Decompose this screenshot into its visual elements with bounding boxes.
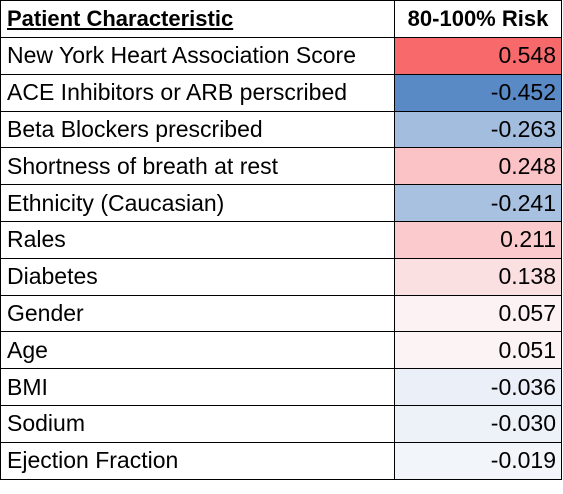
table-row: New York Heart Association Score 0.548 xyxy=(0,37,562,75)
risk-value-cell: -0.030 xyxy=(394,404,562,443)
risk-value-cell: -0.263 xyxy=(394,110,562,149)
characteristic-cell: Age xyxy=(0,331,395,370)
table-row: Ethnicity (Caucasian) -0.241 xyxy=(0,184,562,222)
risk-value-cell: -0.036 xyxy=(394,368,562,406)
characteristic-cell: Beta Blockers prescribed xyxy=(0,110,395,149)
risk-value-cell: 0.248 xyxy=(394,147,562,186)
risk-value-cell: 0.548 xyxy=(394,37,562,75)
risk-value-cell: -0.452 xyxy=(394,73,562,112)
table-row: Rales 0.211 xyxy=(0,220,562,259)
characteristic-cell: Sodium xyxy=(0,404,395,443)
table-row: Shortness of breath at rest 0.248 xyxy=(0,147,562,186)
risk-value-cell: -0.019 xyxy=(394,441,562,480)
table-row: Diabetes 0.138 xyxy=(0,257,562,296)
table-row: Gender 0.057 xyxy=(0,294,562,333)
characteristic-cell: Diabetes xyxy=(0,257,395,296)
risk-value-cell: -0.241 xyxy=(394,184,562,222)
risk-value-cell: 0.211 xyxy=(394,220,562,259)
characteristic-header: Patient Characteristic xyxy=(0,0,395,38)
header-row: Patient Characteristic 80-100% Risk xyxy=(0,0,562,38)
characteristic-cell: New York Heart Association Score xyxy=(0,37,395,75)
characteristic-cell: Gender xyxy=(0,294,395,333)
risk-value-cell: 0.051 xyxy=(394,331,562,370)
characteristic-cell: Rales xyxy=(0,220,395,259)
characteristic-cell: Shortness of breath at rest xyxy=(0,147,395,186)
table-row: Ejection Fraction -0.019 xyxy=(0,441,562,480)
characteristic-cell: BMI xyxy=(0,368,395,406)
characteristic-cell: ACE Inhibitors or ARB perscribed xyxy=(0,73,395,112)
table-row: Age 0.051 xyxy=(0,331,562,370)
risk-header: 80-100% Risk xyxy=(394,0,562,38)
table-body: New York Heart Association Score 0.548 A… xyxy=(0,37,562,480)
table-row: ACE Inhibitors or ARB perscribed -0.452 xyxy=(0,73,562,112)
characteristic-cell: Ejection Fraction xyxy=(0,441,395,480)
risk-value-cell: 0.057 xyxy=(394,294,562,333)
table-row: Beta Blockers prescribed -0.263 xyxy=(0,110,562,149)
characteristic-cell: Ethnicity (Caucasian) xyxy=(0,184,395,222)
table-row: BMI -0.036 xyxy=(0,368,562,406)
risk-value-cell: 0.138 xyxy=(394,257,562,296)
risk-table: Patient Characteristic 80-100% Risk New … xyxy=(0,0,562,480)
table-row: Sodium -0.030 xyxy=(0,404,562,443)
